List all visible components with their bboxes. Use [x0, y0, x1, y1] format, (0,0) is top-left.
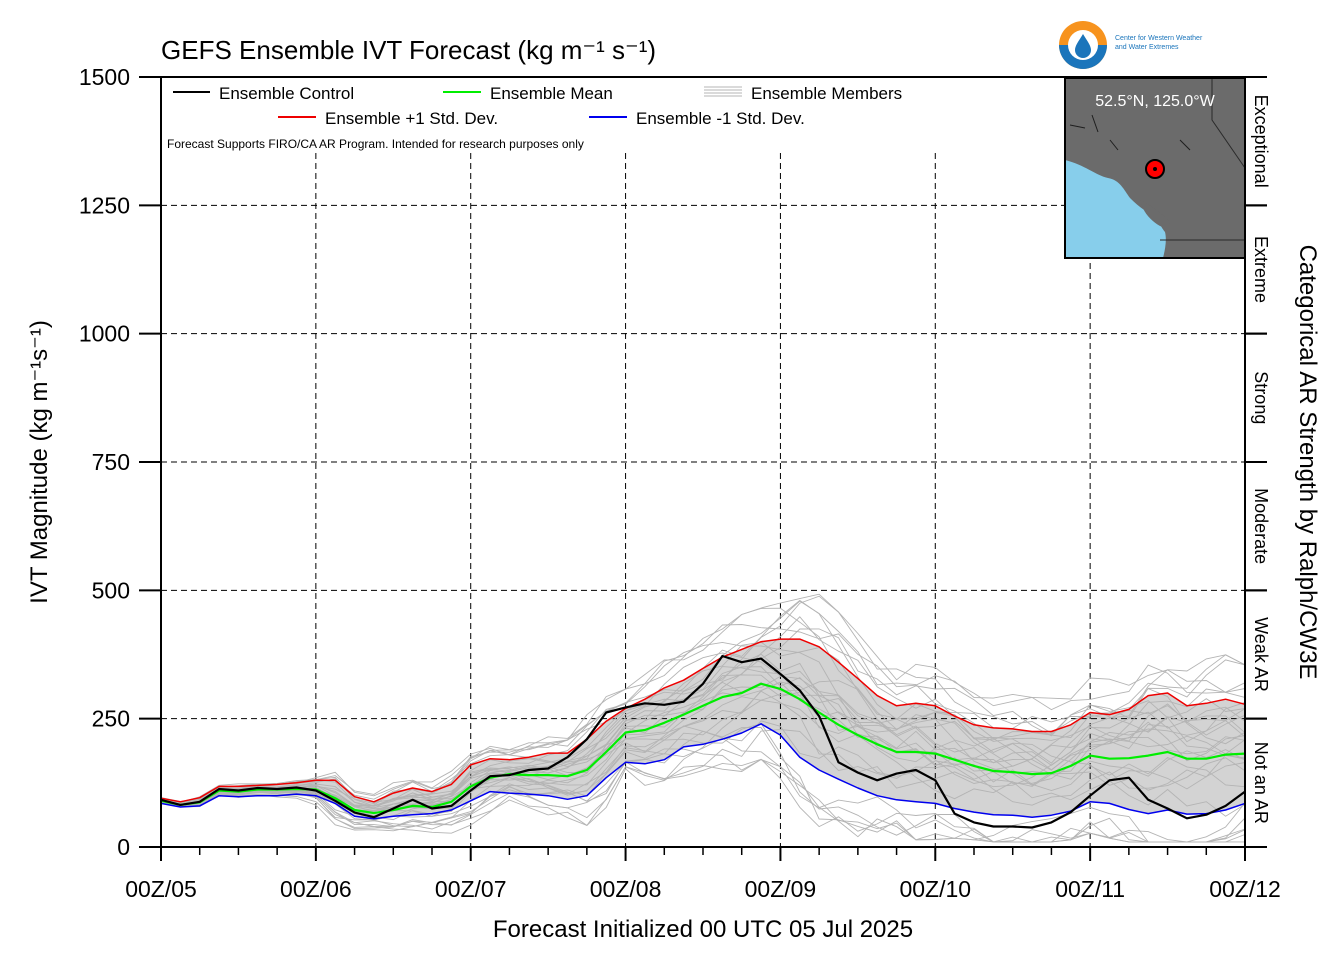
legend-mean-label: Ensemble Mean [490, 84, 613, 103]
x-axis-label: Forecast Initialized 00 UTC 05 Jul 2025 [493, 916, 913, 943]
series-line-plus [160, 638, 1246, 803]
cw3e-logo: Center for Western Weather and Water Ext… [1059, 21, 1203, 69]
map-island [1140, 200, 1170, 228]
location-inset-map: 52.5°N, 125.0°W [1064, 77, 1246, 259]
x-tick-label: 00Z/07 [435, 876, 507, 902]
ensemble-member-line [160, 624, 1246, 805]
ensemble-member-line [160, 674, 1246, 806]
x-tick-label: 00Z/05 [125, 876, 197, 902]
y-tick-label: 750 [92, 449, 130, 475]
research-note: Forecast Supports FIRO/CA AR Program. In… [167, 137, 584, 151]
right-axis-label: Categorical AR Strength by Ralph/CW3E [1294, 245, 1321, 680]
legend-minus-label: Ensemble -1 Std. Dev. [636, 109, 805, 128]
ensemble-member-line [160, 607, 1246, 804]
chart-title: GEFS Ensemble IVT Forecast (kg m⁻¹ s⁻¹) [161, 35, 656, 65]
ensemble-member-line [160, 748, 1246, 843]
y-tick-label: 0 [117, 834, 130, 860]
ar-category-axis: Not an AR Weak AR Moderate Strong Extreme Exc… [1245, 76, 1271, 848]
ensemble-member-line [160, 652, 1246, 809]
map-location-label: 52.5°N, 125.0°W [1095, 93, 1215, 110]
map-ocean [1065, 160, 1166, 258]
ensemble-member-line [160, 681, 1246, 809]
map-rivers [1069, 114, 1191, 151]
x-tick-label: 00Z/11 [1055, 876, 1125, 902]
logo-drop-icon [1075, 34, 1091, 58]
y-tick-label: 500 [92, 577, 130, 603]
series-layer [160, 638, 1246, 829]
x-tick-label: 00Z/10 [899, 876, 971, 902]
category-label: Not an AR [1251, 742, 1271, 824]
legend-control-label: Ensemble Control [219, 84, 354, 103]
x-tick-label: 00Z/06 [280, 876, 352, 902]
category-label: Weak AR [1251, 617, 1271, 692]
map-border [1211, 78, 1246, 169]
legend: Ensemble Control Ensemble Mean Ensemble … [167, 84, 902, 151]
legend-members-label: Ensemble Members [751, 84, 902, 103]
y-axis-ticks: 0 250 500 750 1000 1250 1500 [79, 64, 161, 860]
ensemble-member-line [160, 681, 1246, 807]
ensemble-member-line [160, 675, 1246, 828]
series-line-control [160, 654, 1246, 829]
y-tick-label: 1000 [79, 321, 130, 347]
y-tick-label: 250 [92, 706, 130, 732]
x-tick-label: 00Z/08 [590, 876, 662, 902]
y-axis-label: IVT Magnitude (kg m⁻¹s⁻¹) [26, 320, 53, 604]
location-marker-dot [1153, 167, 1157, 171]
x-tick-label: 00Z/12 [1209, 876, 1281, 902]
ensemble-member-line [160, 666, 1246, 817]
y-tick-label: 1250 [79, 192, 130, 218]
ensemble-member-line [160, 758, 1246, 843]
ensemble-member-line [160, 720, 1246, 832]
category-label: Moderate [1251, 488, 1271, 564]
map-frame [1064, 77, 1246, 259]
series-line-minus [160, 723, 1246, 820]
legend-plus-label: Ensemble +1 Std. Dev. [325, 109, 498, 128]
category-label: Extreme [1251, 236, 1271, 303]
category-label: Exceptional [1251, 95, 1271, 188]
ensemble-member-line [160, 593, 1246, 806]
ensemble-member-line [160, 723, 1246, 843]
legend-members-swatch [704, 86, 742, 97]
logo-text-line2: and Water Extremes [1115, 44, 1179, 51]
y-tick-label: 1500 [79, 64, 130, 90]
ensemble-member-line [160, 653, 1246, 804]
logo-text-line1: Center for Western Weather [1115, 35, 1203, 42]
x-axis-ticks: 00Z/05 00Z/06 00Z/07 00Z/08 00Z/09 00Z/10 00Z/… [125, 847, 1281, 902]
category-label: Strong [1251, 371, 1271, 424]
ensemble-member-line [160, 729, 1246, 830]
x-tick-label: 00Z/09 [745, 876, 817, 902]
series-line-mean [160, 682, 1246, 815]
